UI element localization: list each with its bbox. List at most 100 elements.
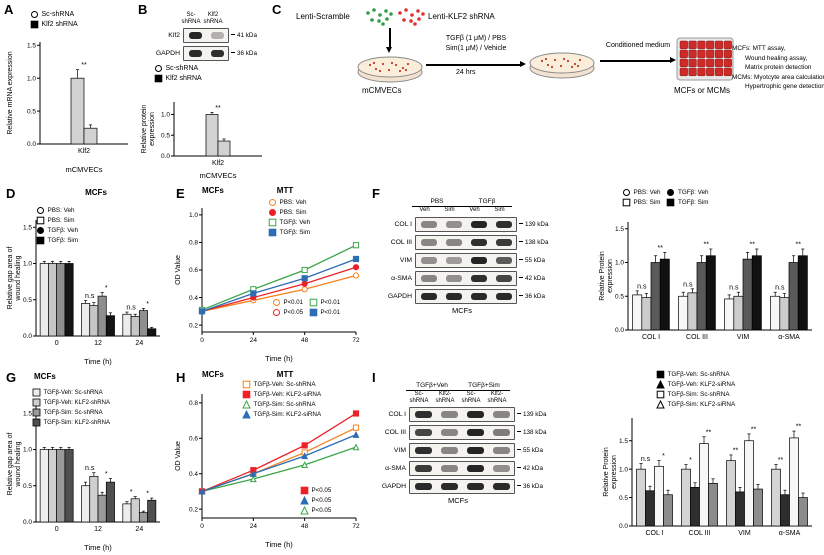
plate-well bbox=[706, 49, 715, 59]
cell-speckle bbox=[374, 67, 378, 71]
triangle-filled-icon bbox=[656, 380, 665, 389]
bar bbox=[97, 494, 107, 523]
arrow-right-icon bbox=[426, 61, 526, 67]
y-tick-label: 1.5 bbox=[27, 42, 36, 49]
cell-speckle bbox=[540, 59, 544, 63]
plate-well bbox=[688, 49, 697, 59]
molecular-weight-label: 41 kDa bbox=[231, 32, 257, 39]
y-tick-label: 0.5 bbox=[27, 108, 36, 115]
circle-open-icon bbox=[269, 199, 276, 206]
protein-label: GAPDH bbox=[387, 292, 412, 300]
legend-label: PBS: Veh bbox=[279, 199, 307, 206]
data-marker bbox=[301, 452, 309, 460]
pvalue-annotations-e: P<0.01 P<0.01 P<0.05 P<0.01 bbox=[272, 298, 340, 317]
y-tick-label: 0.8 bbox=[189, 400, 198, 407]
protein-band bbox=[420, 274, 437, 282]
protein-band bbox=[466, 411, 484, 418]
blot-row: GAPDH 36 kDa bbox=[378, 288, 548, 304]
protein-band bbox=[492, 465, 510, 472]
dish-rim bbox=[529, 52, 595, 74]
legend-item: P<0.01 bbox=[272, 298, 303, 307]
protein-band bbox=[495, 238, 512, 246]
chart-title-mtt: MTT bbox=[276, 186, 294, 195]
bar bbox=[83, 127, 98, 145]
virus-dot bbox=[410, 13, 414, 17]
x-category-label: 0 bbox=[55, 526, 59, 533]
protein-band bbox=[414, 411, 432, 418]
panel-c-schematic: C Lenti-Scramble Lenti-KLF2 shRNA mCMVEC… bbox=[272, 2, 824, 184]
x-tick-label: 24 bbox=[250, 523, 258, 530]
lane-label: Klf2- shRNA bbox=[435, 391, 455, 404]
significance-label: ** bbox=[778, 457, 784, 464]
square-filled-icon bbox=[30, 20, 39, 29]
wound-healing-chart-g: 0.0 0.5 1.0 1.5 0 12 24 Time (h) Relative gap ar… bbox=[6, 382, 166, 552]
circle-filled-icon bbox=[37, 227, 44, 234]
y-tick-label: 1.0 bbox=[615, 260, 624, 267]
blot-strip bbox=[409, 443, 515, 458]
bar bbox=[39, 263, 49, 337]
bar bbox=[726, 460, 736, 527]
legend-label: P<0.05 bbox=[283, 309, 303, 316]
cell-speckle bbox=[390, 61, 394, 65]
protein-label: COL I bbox=[394, 220, 413, 228]
bar bbox=[56, 263, 66, 337]
x-axis-label: Time (h) bbox=[84, 357, 112, 366]
y-axis-label: Relative protein bbox=[141, 105, 148, 154]
chart-title-mcfs: MCFs bbox=[34, 372, 56, 381]
significance-label: ** bbox=[706, 429, 712, 436]
blot-strip bbox=[415, 234, 517, 250]
swatch-icon bbox=[32, 388, 41, 397]
lane-label: Veh bbox=[469, 207, 480, 213]
protein-label: COL I bbox=[388, 411, 407, 418]
circle-open-icon bbox=[623, 189, 630, 196]
bar bbox=[122, 313, 132, 337]
significance-label: * bbox=[146, 301, 149, 308]
protein-band bbox=[492, 411, 510, 418]
legend-item: Klf2 shRNA bbox=[154, 74, 202, 83]
data-marker bbox=[352, 242, 360, 249]
x-category-label: 24 bbox=[135, 526, 143, 533]
bar bbox=[742, 258, 753, 331]
protein-label: VIM bbox=[393, 447, 406, 454]
bar bbox=[105, 315, 115, 337]
x-category-label: 24 bbox=[135, 340, 143, 347]
protein-band bbox=[495, 256, 512, 264]
protein-label: α-SMA bbox=[391, 274, 412, 282]
plate-well bbox=[688, 67, 697, 77]
cell-speckle bbox=[576, 64, 580, 68]
blot-row: VIM 55 kDa bbox=[372, 443, 546, 458]
cell-speckle bbox=[573, 62, 577, 66]
panel-label-a: A bbox=[4, 2, 14, 17]
x-tick-label: 24 bbox=[250, 337, 258, 344]
lenti-scramble-label: Lenti-Scramble bbox=[296, 12, 350, 21]
data-line bbox=[201, 434, 357, 493]
significance-label: n.s bbox=[126, 305, 136, 312]
legend-item: Sc-shRNA bbox=[30, 10, 78, 19]
legend-label: TGFβ-Veh: Sc-shRNA bbox=[43, 389, 103, 396]
dish-rim bbox=[357, 56, 423, 78]
mcmvecs-label: mCMVECs bbox=[362, 86, 402, 95]
virus-dot bbox=[417, 17, 421, 21]
panel-label-g: G bbox=[6, 370, 17, 385]
mtt-line-chart-h: 0.2 0.4 0.6 0.8 0 24 48 72 Time (h) OD Value bbox=[172, 384, 368, 550]
legend-label: PBS: Veh bbox=[633, 189, 661, 196]
bar bbox=[798, 497, 808, 527]
chart-title-mcfs: MCFs bbox=[202, 370, 224, 379]
legend-label: TGFβ-Sim: Sc-shRNA bbox=[667, 391, 730, 398]
bar-chart-svg: 0.0 0.5 1.0 1.5 0 12 24 Time (h) Relative gap ar… bbox=[7, 406, 160, 552]
y-tick-label: 0.0 bbox=[161, 153, 170, 160]
panel-i: I TGFβ+Veh TGFβ+Sim Sc-shRNA Klf2- shRNA Sc-s… bbox=[370, 370, 822, 554]
bar bbox=[645, 490, 655, 527]
y-tick-label: 0.0 bbox=[615, 327, 624, 334]
legend-label: Klf2 shRNA bbox=[165, 75, 202, 82]
cell-speckle bbox=[381, 62, 385, 66]
triangle-filled-icon bbox=[300, 496, 309, 505]
triangle-open-icon bbox=[300, 506, 309, 515]
protein-band bbox=[420, 292, 437, 300]
y-tick-label: 1.5 bbox=[23, 224, 32, 231]
significance-label: n.s bbox=[85, 293, 95, 300]
protein-band bbox=[466, 483, 484, 490]
legend-item: PBS: Sim bbox=[268, 208, 310, 217]
protein-band bbox=[470, 274, 487, 282]
molecular-weight-label: 55 kDa bbox=[517, 447, 543, 454]
